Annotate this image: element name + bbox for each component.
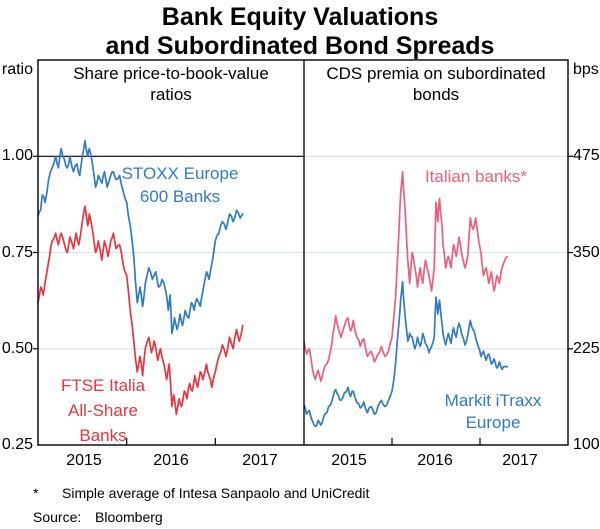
panel-title-left: Share price-to-book-value ratios: [73, 64, 269, 104]
x-year-label: 2017: [502, 452, 538, 469]
source-value: Bloomberg: [95, 509, 163, 525]
chart-title-line2: and Subordinated Bond Spreads: [105, 32, 495, 60]
left-axis-unit: ratio: [1, 61, 33, 78]
series-label-stoxx: STOXX Europe 600 Banks: [121, 164, 239, 206]
source-label: Source:: [33, 509, 82, 525]
x-year-label: 2016: [417, 452, 453, 469]
footnote-marker: *: [33, 485, 39, 501]
left-y-tick-label: 0.25: [1, 436, 33, 453]
series-label-itraxx: Markit iTraxx Europe: [444, 391, 542, 432]
right-y-tick-label: 225: [573, 340, 600, 357]
x-year-label: 2017: [242, 452, 278, 469]
right-y-tick-label: 475: [573, 147, 600, 164]
x-year-label: 2015: [66, 452, 102, 469]
x-year-label: 2015: [331, 452, 367, 469]
panel-title-right: CDS premia on subordinated bonds: [326, 64, 546, 104]
right-y-tick-label: 350: [573, 244, 600, 261]
right-y-tick-label: 100: [573, 436, 600, 453]
left-y-tick-label: 0.75: [1, 244, 33, 261]
left-y-tick-label: 1.00: [1, 147, 33, 164]
series-label-italian-banks: Italian banks*: [424, 167, 528, 186]
chart-title-line1: Bank Equity Valuations: [161, 3, 439, 31]
series-label-ftse: FTSE Italia All-Share Banks: [60, 376, 146, 445]
footnote-text: Simple average of Intesa Sanpaolo and Un…: [62, 485, 370, 501]
x-year-label: 2016: [153, 452, 189, 469]
right-axis-unit: bps: [573, 61, 599, 78]
chart-title: Bank Equity Valuations and Subordinated …: [0, 3, 600, 61]
left-y-tick-label: 0.50: [1, 340, 33, 357]
